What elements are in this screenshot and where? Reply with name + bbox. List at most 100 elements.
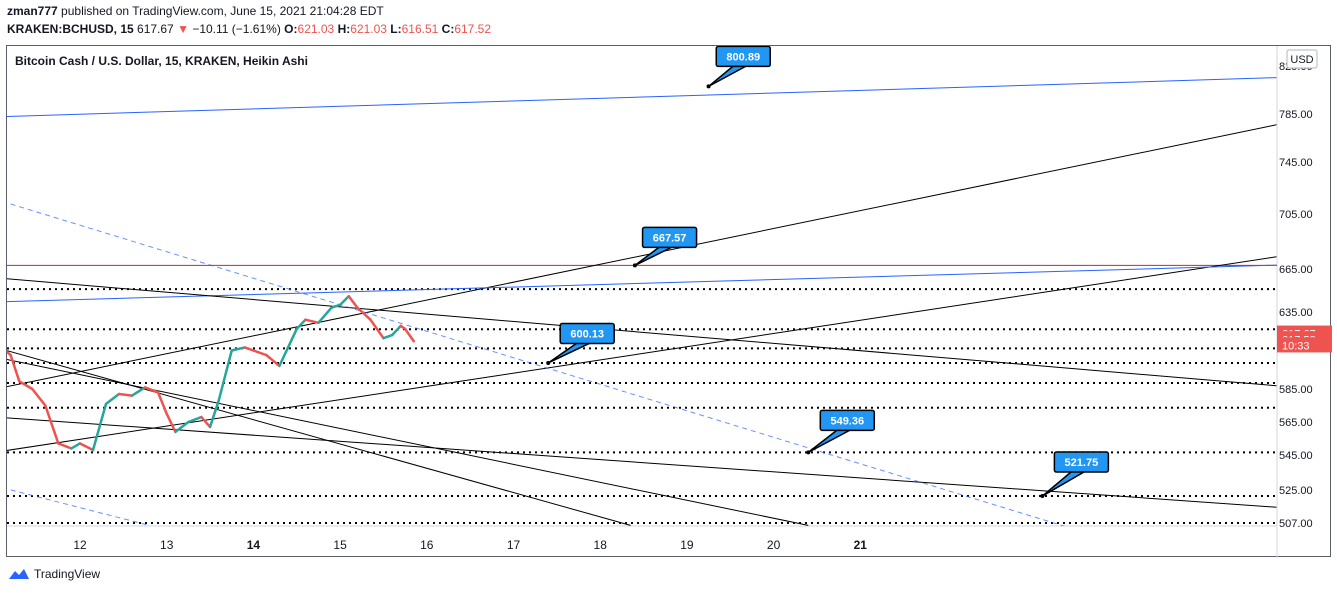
black-trend-line <box>7 350 631 526</box>
y-tick-label: 665.00 <box>1279 264 1313 276</box>
price-segment <box>78 442 95 452</box>
price-segment <box>187 415 203 424</box>
x-tick-label: 17 <box>507 538 521 552</box>
callout-label: 549.36 <box>830 415 864 427</box>
price-segment <box>91 402 108 452</box>
publisher-name: zman777 <box>7 4 58 18</box>
low-label: L: <box>390 22 402 36</box>
callout-label: 521.75 <box>1065 457 1099 469</box>
price-segment <box>304 318 320 325</box>
price-segment <box>278 346 290 368</box>
black-trend-line <box>7 358 809 526</box>
price-segment <box>57 442 73 450</box>
price-segment <box>390 324 403 337</box>
close-value: 617.52 <box>454 22 492 36</box>
black-trend-line <box>7 417 1277 508</box>
x-tick-label: 20 <box>767 538 781 552</box>
y-tick-label: 565.00 <box>1279 417 1313 429</box>
high-value: 621.03 <box>350 22 387 36</box>
price-segment <box>44 404 60 445</box>
price-segment <box>31 387 47 407</box>
chart-frame[interactable]: 800.89667.57600.13549.36521.75825.00785.… <box>6 45 1332 558</box>
price-segment <box>18 380 34 391</box>
x-tick-label: 19 <box>680 538 694 552</box>
price-segment <box>104 392 121 406</box>
low-value: 616.51 <box>401 22 439 36</box>
callout-label: 667.57 <box>653 232 687 244</box>
price-segment <box>295 318 307 331</box>
y-tick-label: 507.00 <box>1279 518 1313 530</box>
close-label: C: <box>441 22 455 36</box>
price-segment <box>156 391 168 415</box>
price-segment <box>330 303 342 309</box>
price-segment <box>130 386 147 397</box>
price-segment <box>70 442 82 450</box>
currency-badge <box>1286 49 1318 69</box>
symbol-name: KRAKEN:BCHUSD, 15 <box>7 22 134 36</box>
price-segment <box>9 353 21 383</box>
price-change: −10.11 (−1.61%) <box>192 22 281 36</box>
black-trend-line <box>7 278 1277 387</box>
callout-box <box>819 409 876 432</box>
y-tick-label: 785.00 <box>1279 109 1313 121</box>
blue-trend-line <box>7 488 150 526</box>
last-price: 617.67 <box>137 22 174 36</box>
tradingview-logo-icon <box>9 569 29 579</box>
callout-box <box>1053 451 1110 473</box>
price-segment <box>382 333 394 340</box>
y-tick-label: 545.00 <box>1279 450 1313 462</box>
x-tick-label: 13 <box>160 538 174 552</box>
blue-trend-line <box>10 203 1066 526</box>
publish-text: published on TradingView.com, June 15, 2… <box>61 4 384 18</box>
y-tick-label: 525.00 <box>1279 485 1313 497</box>
price-segment <box>143 386 160 394</box>
price-segment <box>165 412 177 434</box>
callout-label: 800.89 <box>726 51 760 63</box>
price-segment <box>117 392 134 397</box>
callout-box <box>559 322 615 345</box>
open-label: O: <box>284 22 298 36</box>
blue-trend-line <box>7 77 1277 117</box>
blue-trend-line <box>7 264 1277 303</box>
callout-pointer <box>807 427 854 454</box>
x-tick-label: 12 <box>73 538 87 552</box>
price-segment <box>200 415 212 429</box>
callout-box <box>641 226 698 249</box>
price-segment <box>317 306 333 325</box>
price-marker-label: 10:33 <box>1282 340 1310 352</box>
price-segment <box>208 399 220 429</box>
price-segment <box>347 294 359 309</box>
callout-box <box>715 46 772 68</box>
y-tick-label: 635.00 <box>1279 307 1313 319</box>
symbol-info: KRAKEN:BCHUSD, 15 617.67 ▼ −10.11 (−1.61… <box>7 22 491 36</box>
footer: TradingView <box>8 567 100 581</box>
black-trend-line <box>7 256 1277 451</box>
price-segment <box>230 346 246 352</box>
x-tick-label: 15 <box>333 538 347 552</box>
callout-anchor <box>1040 494 1045 499</box>
y-tick-label: 705.00 <box>1279 209 1313 221</box>
price-marker <box>1277 337 1332 353</box>
price-segment <box>174 420 190 434</box>
x-tick-label: 21 <box>854 538 868 552</box>
open-value: 621.03 <box>297 22 335 36</box>
price-segment <box>7 350 12 357</box>
y-tick-label: 745.00 <box>1279 157 1313 169</box>
x-tick-label: 18 <box>594 538 608 552</box>
callout-label: 600.13 <box>570 329 604 341</box>
chart-title: Bitcoin Cash / U.S. Dollar, 15, KRAKEN, … <box>15 54 308 68</box>
price-segment <box>403 327 416 343</box>
footer-brand: TradingView <box>34 567 101 581</box>
chart-svg[interactable]: 800.89667.57600.13549.36521.75825.00785.… <box>7 46 1332 558</box>
price-segment <box>286 327 298 349</box>
callout-anchor <box>546 360 551 365</box>
currency-label: USD <box>1290 54 1313 66</box>
callout-anchor <box>706 84 711 89</box>
price-segment <box>217 349 233 402</box>
callout-anchor <box>632 263 637 268</box>
publish-info: zman777 published on TradingView.com, Ju… <box>7 4 384 18</box>
x-tick-label: 14 <box>247 538 261 552</box>
down-arrow-icon: ▼ <box>177 22 189 36</box>
price-segment <box>338 294 351 307</box>
y-tick-label: 585.00 <box>1279 384 1313 396</box>
